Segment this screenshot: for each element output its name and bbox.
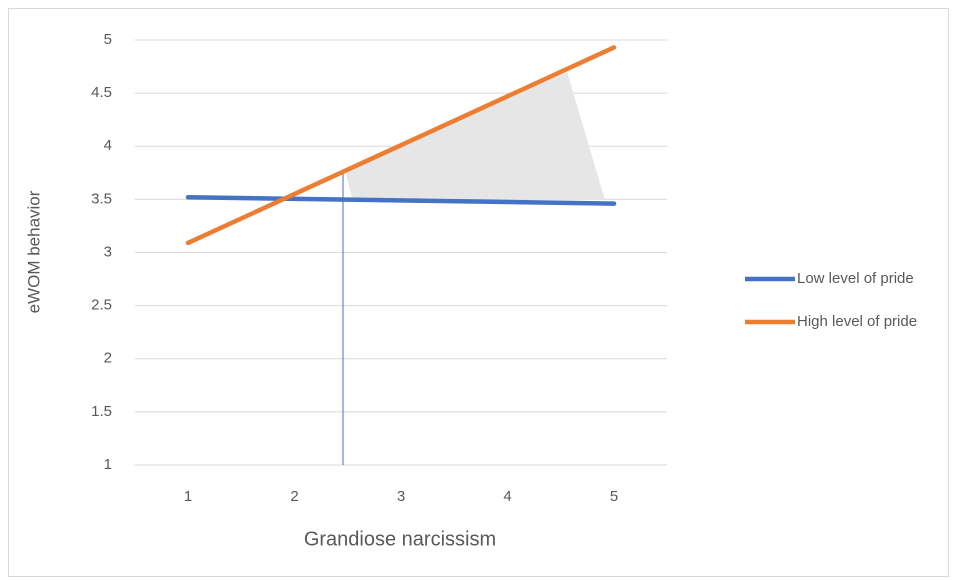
y-tick-label: 2 — [104, 350, 112, 367]
y-tick-label: 1 — [104, 456, 112, 473]
y-tick-label: 3.5 — [91, 190, 112, 207]
y-tick-label: 3 — [104, 243, 112, 260]
y-tick-label: 2.5 — [91, 297, 112, 314]
y-tick-label: 5 — [104, 31, 112, 48]
x-tick-label: 1 — [184, 488, 192, 505]
legend-label: Low level of pride — [797, 270, 914, 287]
y-tick-label: 4.5 — [91, 84, 112, 101]
x-tick-label: 2 — [290, 488, 298, 505]
chart-border — [8, 8, 949, 577]
y-tick-label: 4 — [104, 137, 112, 154]
y-axis-title: eWOM behavior — [24, 190, 43, 313]
x-tick-label: 4 — [503, 488, 511, 505]
x-axis-title: Grandiose narcissism — [304, 528, 496, 550]
series-line — [185, 195, 617, 206]
x-tick-label: 3 — [397, 488, 405, 505]
x-tick-label: 5 — [610, 488, 618, 505]
legend-label: High level of pride — [797, 313, 917, 330]
shaded-region — [345, 72, 605, 200]
y-tick-label: 1.5 — [91, 403, 112, 420]
series-line — [185, 45, 617, 246]
